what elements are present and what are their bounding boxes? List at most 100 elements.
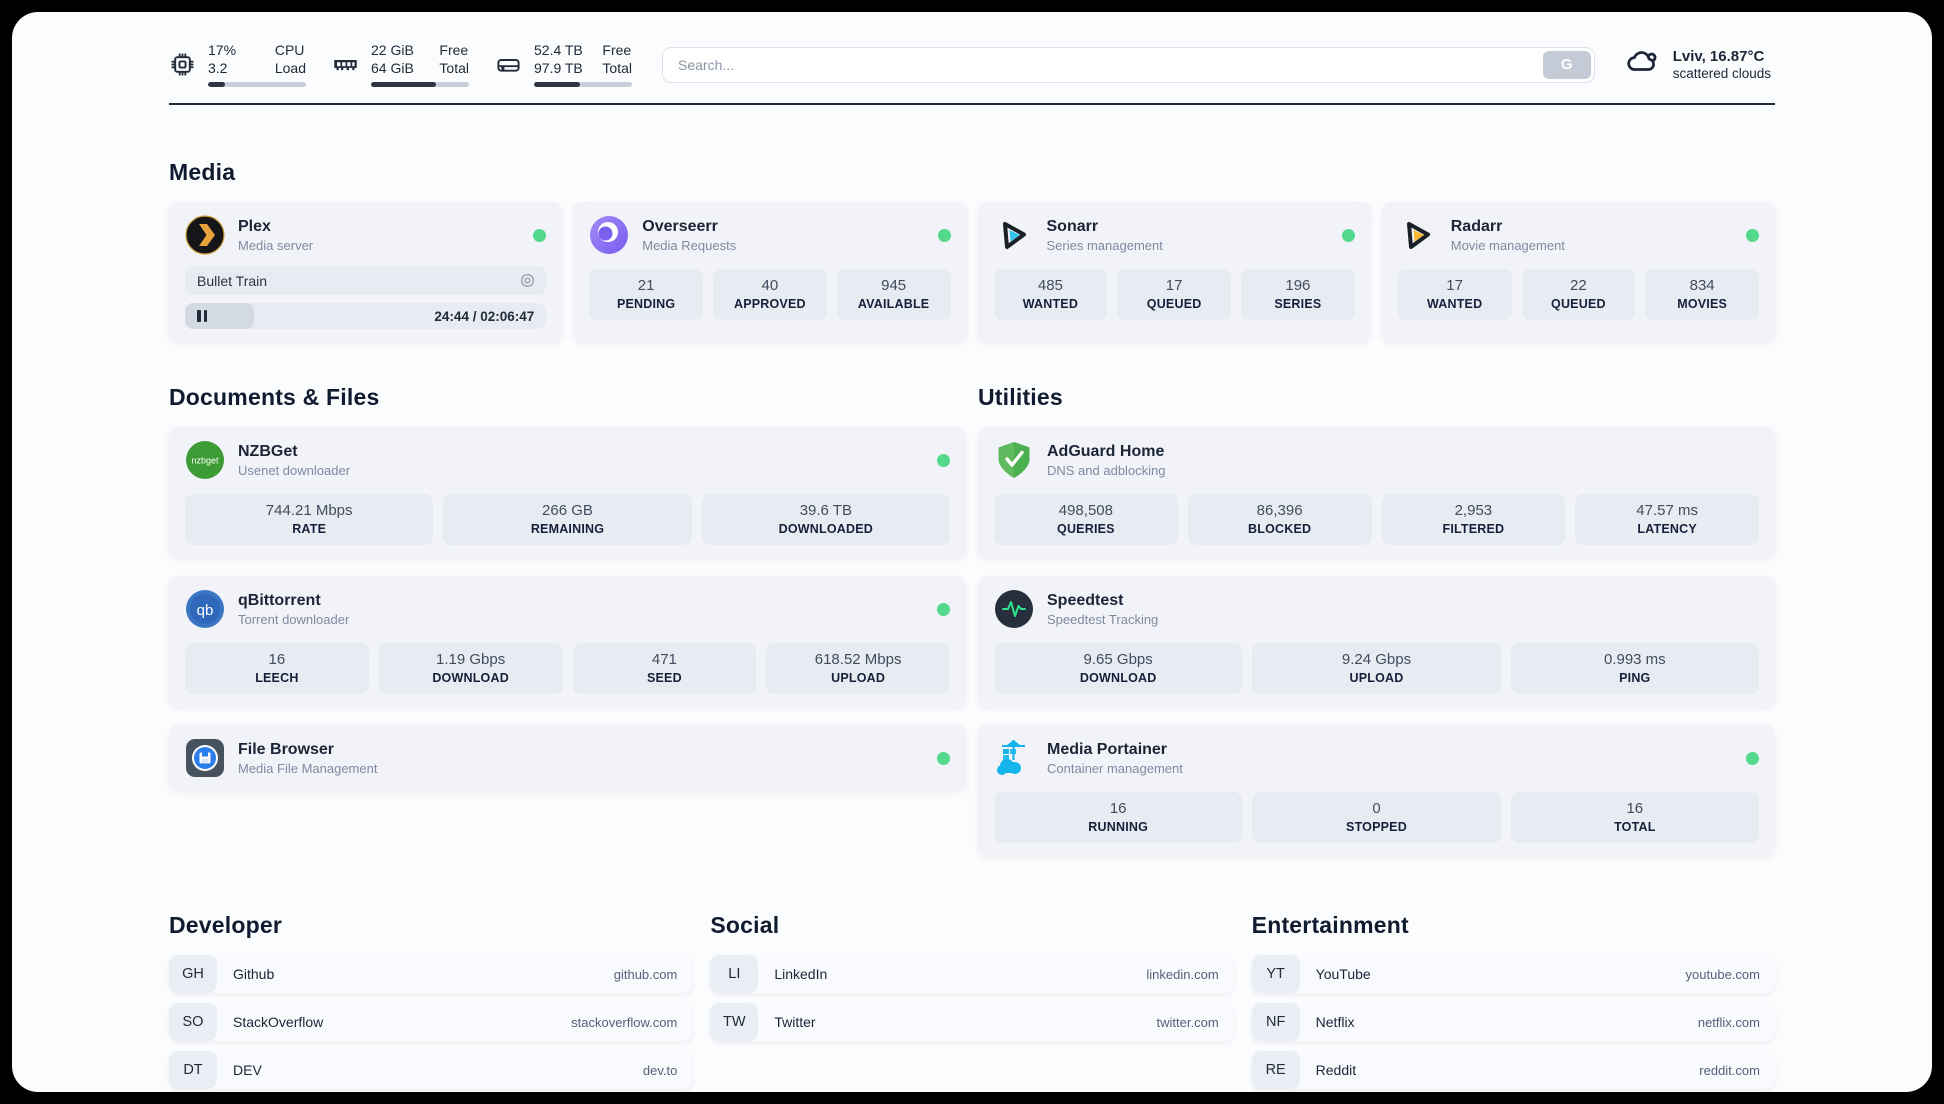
qbittorrent-stat-download: 1.19 Gbps DOWNLOAD bbox=[378, 643, 563, 694]
cpu-icon bbox=[169, 51, 196, 78]
sonarr-stat-queued: 17 QUEUED bbox=[1117, 269, 1231, 320]
overseerr-name: Overseerr bbox=[642, 217, 718, 235]
radarr-name: Radarr bbox=[1450, 217, 1503, 235]
qbittorrent-stat-seed: 471 SEED bbox=[572, 643, 757, 694]
header-divider bbox=[169, 103, 1775, 105]
filebrowser-card[interactable]: File Browser Media File Management bbox=[169, 725, 966, 791]
filebrowser-status-dot bbox=[937, 751, 950, 765]
pause-icon[interactable] bbox=[185, 310, 207, 322]
disk-progress-bar bbox=[534, 82, 632, 87]
adguard-stat-latency: 47.57 ms LATENCY bbox=[1575, 494, 1759, 545]
section-title-social: Social bbox=[710, 912, 780, 938]
github-tag: GH bbox=[169, 955, 217, 993]
plex-playback-time: 24:44 / 02:06:47 bbox=[434, 308, 535, 324]
link-netflix[interactable]: NF Netflix netflix.com bbox=[1251, 1003, 1775, 1041]
link-youtube[interactable]: YT YouTube youtube.com bbox=[1251, 955, 1775, 993]
cpu-label-1: CPU bbox=[274, 42, 305, 58]
ram-label-free: Free bbox=[439, 42, 469, 58]
cpu-progress-bar bbox=[208, 82, 306, 87]
nzbget-status-dot bbox=[937, 453, 950, 467]
plex-card[interactable]: Plex Media server Bullet Train bbox=[169, 202, 563, 342]
overseerr-subtitle: Media Requests bbox=[642, 237, 737, 253]
svg-text:nzbget: nzbget bbox=[191, 456, 219, 466]
sonarr-status-dot bbox=[1341, 228, 1355, 242]
netflix-tag: NF bbox=[1251, 1003, 1300, 1041]
ram-label-total: Total bbox=[439, 60, 469, 76]
portainer-subtitle: Container management bbox=[1047, 760, 1183, 776]
session-info-icon[interactable] bbox=[519, 272, 536, 289]
portainer-name: Media Portainer bbox=[1047, 740, 1168, 758]
radarr-subtitle: Movie management bbox=[1450, 237, 1565, 253]
overseerr-status-dot bbox=[937, 228, 951, 242]
portainer-card[interactable]: Media Portainer Container management 16 … bbox=[978, 725, 1775, 856]
plex-player-bar: 24:44 / 02:06:47 bbox=[185, 303, 547, 329]
overseerr-stat-approved: 40 APPROVED bbox=[713, 269, 827, 320]
disk-icon bbox=[495, 51, 522, 78]
link-twitter[interactable]: TW Twitter twitter.com bbox=[710, 1003, 1234, 1041]
dashboard-page: 17% 3.2 CPU Load bbox=[12, 12, 1932, 1092]
qbittorrent-card[interactable]: qb qBittorrent Torrent downloader 16 LEE… bbox=[169, 576, 966, 707]
section-title-documents: Documents & Files bbox=[169, 384, 380, 410]
filebrowser-subtitle: Media File Management bbox=[238, 760, 378, 776]
sonarr-stat-series: 196 SERIES bbox=[1241, 269, 1355, 320]
sonarr-card[interactable]: Sonarr Series management 485 WANTED 17 Q… bbox=[977, 202, 1371, 342]
nzbget-stat-downloaded: 39.6 TB DOWNLOADED bbox=[701, 494, 950, 545]
adguard-name: AdGuard Home bbox=[1047, 442, 1165, 460]
disk-value-free: 52.4 TB bbox=[534, 42, 583, 58]
portainer-stat-total: 16 TOTAL bbox=[1510, 792, 1759, 843]
plex-icon bbox=[185, 215, 225, 255]
adguard-card[interactable]: AdGuard Home DNS and adblocking 498,508 … bbox=[978, 427, 1775, 558]
qbittorrent-stat-upload: 618.52 Mbps UPLOAD bbox=[766, 643, 950, 694]
developer-links: Developer GH Github github.com SO StackO… bbox=[169, 912, 693, 1089]
adguard-icon bbox=[994, 440, 1034, 480]
cloud-icon bbox=[1625, 44, 1661, 85]
dev-tag: DT bbox=[169, 1051, 217, 1089]
system-stats: 17% 3.2 CPU Load bbox=[169, 42, 632, 87]
media-card-grid: Plex Media server Bullet Train bbox=[169, 202, 1775, 342]
radarr-stat-movies: 834 MOVIES bbox=[1645, 269, 1759, 320]
speedtest-stat-download: 9.65 Gbps DOWNLOAD bbox=[994, 643, 1243, 694]
ram-value-free: 22 GiB bbox=[371, 42, 414, 58]
cpu-value-load: 3.2 bbox=[208, 60, 228, 76]
qbittorrent-subtitle: Torrent downloader bbox=[238, 611, 350, 627]
portainer-status-dot bbox=[1746, 751, 1759, 765]
section-title-media: Media bbox=[169, 159, 236, 185]
search-engine-button[interactable]: G bbox=[1542, 50, 1591, 79]
nzbget-stat-remaining: 266 GB REMAINING bbox=[443, 494, 692, 545]
nzbget-card[interactable]: nzbget NZBGet Usenet downloader 744.21 M… bbox=[169, 427, 966, 558]
radarr-card[interactable]: Radarr Movie management 17 WANTED 22 QUE… bbox=[1381, 202, 1775, 342]
ram-icon bbox=[332, 51, 359, 78]
qbittorrent-name: qBittorrent bbox=[238, 591, 321, 609]
nzbget-subtitle: Usenet downloader bbox=[238, 462, 351, 478]
speedtest-card[interactable]: Speedtest Speedtest Tracking 9.65 Gbps D… bbox=[978, 576, 1775, 707]
link-reddit[interactable]: RE Reddit reddit.com bbox=[1251, 1051, 1775, 1089]
plex-status-dot bbox=[533, 228, 547, 242]
portainer-stat-stopped: 0 STOPPED bbox=[1252, 792, 1501, 843]
overseerr-stat-pending: 21 PENDING bbox=[589, 269, 703, 320]
search-input[interactable] bbox=[666, 56, 1543, 73]
filebrowser-icon bbox=[185, 738, 225, 778]
link-stackoverflow[interactable]: SO StackOverflow stackoverflow.com bbox=[169, 1003, 693, 1041]
portainer-icon bbox=[994, 738, 1034, 778]
radarr-status-dot bbox=[1746, 228, 1759, 242]
nzbget-name: NZBGet bbox=[238, 442, 298, 460]
link-linkedin[interactable]: LI LinkedIn linkedin.com bbox=[710, 955, 1234, 993]
overseerr-card[interactable]: Overseerr Media Requests 21 PENDING 40 A… bbox=[573, 202, 967, 342]
reddit-tag: RE bbox=[1251, 1051, 1300, 1089]
weather-location-temp: Lviv, 16.87°C bbox=[1672, 48, 1765, 65]
youtube-tag: YT bbox=[1251, 955, 1300, 993]
plex-now-playing-title: Bullet Train bbox=[197, 272, 268, 289]
sonarr-name: Sonarr bbox=[1046, 217, 1099, 235]
link-github[interactable]: GH Github github.com bbox=[169, 955, 693, 993]
weather-widget[interactable]: Lviv, 16.87°C scattered clouds bbox=[1625, 44, 1775, 85]
adguard-stat-blocked: 86,396 BLOCKED bbox=[1187, 494, 1372, 545]
social-links: Social LI LinkedIn linkedin.com TW Twitt… bbox=[710, 912, 1234, 1089]
plex-subtitle: Media server bbox=[238, 237, 314, 253]
plex-playback-progress bbox=[185, 303, 254, 329]
top-bar: 17% 3.2 CPU Load bbox=[169, 12, 1775, 87]
adguard-stat-queries: 498,508 QUERIES bbox=[994, 494, 1178, 545]
link-dev[interactable]: DT DEV dev.to bbox=[169, 1051, 693, 1089]
plex-name: Plex bbox=[238, 217, 271, 235]
overseerr-stat-available: 945 AVAILABLE bbox=[836, 269, 951, 320]
adguard-subtitle: DNS and adblocking bbox=[1047, 462, 1166, 478]
